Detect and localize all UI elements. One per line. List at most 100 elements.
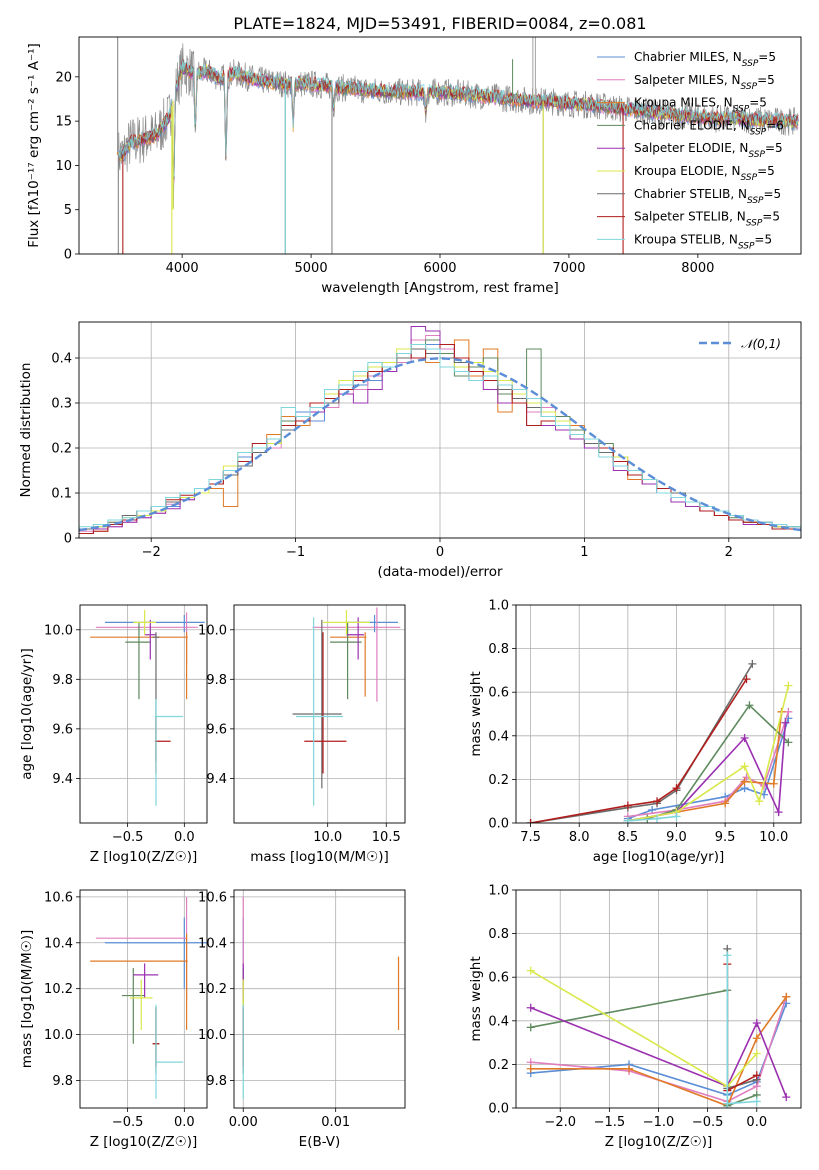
y-tick-label: 9.6 — [206, 722, 227, 737]
weight-marker — [745, 701, 754, 710]
x-tick-label: −1 — [286, 545, 305, 560]
y-tick-label: 0.4 — [51, 352, 72, 367]
weight-marker — [526, 1064, 535, 1073]
y-tick-label: 0.8 — [488, 642, 509, 657]
weight-marker — [526, 966, 535, 975]
axes-frame — [233, 604, 406, 824]
y-tick-label: 9.4 — [206, 772, 227, 787]
y-tick-label: 10.6 — [198, 890, 227, 905]
x-tick-label: −0.5 — [692, 1115, 724, 1130]
y-tick-label: 9.8 — [206, 673, 227, 688]
x-tick-label: −0.5 — [112, 830, 144, 845]
x-tick-label: 6000 — [423, 261, 456, 276]
y-tick-label: 0.4 — [488, 1014, 509, 1029]
y-axis-label: mass weight — [468, 671, 484, 756]
weight-marker — [740, 762, 749, 771]
weight-marker — [723, 951, 732, 960]
x-tick-label: −2 — [142, 545, 161, 560]
axes-frame — [233, 889, 406, 1109]
x-axis-label: Z [log10(Z/Z☉)] — [605, 1134, 713, 1150]
y-axis-label: mass weight — [468, 956, 484, 1041]
weight-marker — [752, 1018, 761, 1027]
axes-frame — [79, 604, 208, 824]
weight-marker — [623, 816, 632, 823]
y-tick-label: 10.0 — [44, 1028, 73, 1043]
weight-marker — [769, 779, 778, 788]
plot-area-mass_vs_ebv — [234, 890, 405, 1108]
legend-label: 𝒩(0,1) — [741, 337, 781, 351]
weight-marker — [774, 808, 783, 817]
histogram-step — [79, 326, 801, 538]
y-tick-label: 1.0 — [488, 599, 509, 614]
y-tick-label: 9.8 — [52, 673, 73, 688]
x-tick-label: −1.5 — [594, 1115, 626, 1130]
weight-marker — [781, 718, 790, 727]
x-tick-label: 8000 — [681, 261, 714, 276]
y-tick-label: 0.2 — [488, 773, 509, 788]
plot-area-weight_vs_age — [516, 605, 801, 823]
weight-marker — [782, 992, 791, 1001]
x-tick-label: 0.0 — [746, 1115, 767, 1130]
x-tick-label: 9.5 — [715, 830, 736, 845]
weight-marker — [742, 675, 751, 684]
x-tick-label: 0.0 — [174, 830, 195, 845]
y-tick-label: 0 — [64, 248, 72, 263]
x-tick-label: −0.5 — [112, 1115, 144, 1130]
y-tick-label: 10.4 — [198, 936, 227, 951]
x-axis-label: mass [log10(M/M☉)] — [250, 849, 389, 865]
x-tick-label: 1 — [580, 545, 588, 560]
x-tick-label: 0.00 — [229, 1115, 258, 1130]
weight-marker — [526, 1023, 535, 1032]
x-tick-label: 8.5 — [618, 830, 639, 845]
x-tick-label: 5000 — [295, 261, 328, 276]
weight-marker — [784, 681, 793, 690]
y-tick-label: 9.6 — [52, 722, 73, 737]
x-axis-label: Z [log10(Z/Z☉)] — [90, 849, 198, 865]
y-tick-label: 10 — [55, 159, 72, 174]
weight-marker — [723, 1099, 732, 1108]
figure-title: PLATE=1824, MJD=53491, FIBERID=0084, z=0… — [233, 14, 646, 33]
y-axis-label: Flux [fλ10⁻¹⁷ erg cm⁻² s⁻¹ A⁻¹] — [26, 43, 42, 248]
panel-age_vs_Z: −0.5 0.0 9.4 9.6 9.8 10.0 Z [log10(Z/Z☉)] age [… — [19, 604, 208, 865]
x-tick-label: −1.0 — [643, 1115, 675, 1130]
axes-frame — [79, 889, 208, 1109]
y-tick-label: 0.8 — [488, 927, 509, 942]
y-tick-label: 10.0 — [44, 623, 73, 638]
y-tick-label: 10.4 — [44, 936, 73, 951]
weight-marker — [782, 1093, 791, 1102]
axes-frame — [515, 889, 802, 1109]
weight-marker — [755, 797, 764, 806]
y-tick-label: 0.0 — [488, 817, 509, 832]
y-tick-label: 15 — [55, 115, 72, 130]
y-tick-label: 0.6 — [488, 686, 509, 701]
x-axis-label: Z [log10(Z/Z☉)] — [90, 1134, 198, 1150]
weight-marker — [526, 819, 535, 823]
weight-marker — [672, 784, 681, 793]
plot-area-mass_vs_Z — [80, 890, 207, 1108]
weight-marker — [526, 1003, 535, 1012]
gaussian-curve — [79, 357, 801, 532]
panel-residuals: −2 −1 0 1 2 0 0.1 0.2 0.3 0.4 (data-model)/error No… — [18, 321, 802, 580]
axes-frame — [78, 321, 802, 539]
panel-mass_vs_Z: −0.5 0.0 9.8 10.0 10.2 10.4 10.6 Z [log10(Z/Z☉)… — [19, 889, 208, 1150]
weight-marker — [752, 1034, 761, 1043]
y-tick-label: 0.3 — [51, 397, 72, 412]
y-tick-label: 9.4 — [52, 772, 73, 787]
y-tick-label: 1.0 — [488, 884, 509, 899]
weight-marker — [752, 1097, 761, 1106]
y-tick-label: 9.8 — [206, 1074, 227, 1089]
x-tick-label: 8.0 — [569, 830, 590, 845]
y-tick-label: 10.0 — [198, 1028, 227, 1043]
y-tick-label: 0.6 — [488, 971, 509, 986]
weight-marker — [784, 738, 793, 747]
histogram-step — [79, 344, 801, 538]
plot-area-age_vs_Z — [80, 605, 207, 823]
x-axis-label: wavelength [Angstrom, rest frame] — [321, 280, 559, 296]
x-tick-label: 7.5 — [520, 830, 541, 845]
x-tick-label: −2.0 — [544, 1115, 576, 1130]
y-tick-label: 0.2 — [51, 442, 72, 457]
y-axis-label: Normed distribution — [18, 363, 34, 498]
panel-weight_vs_age: 7.5 8.0 8.5 9.0 9.5 10.0 0.0 0.2 0.4 0.6 0.8 1.0 age… — [468, 599, 802, 865]
